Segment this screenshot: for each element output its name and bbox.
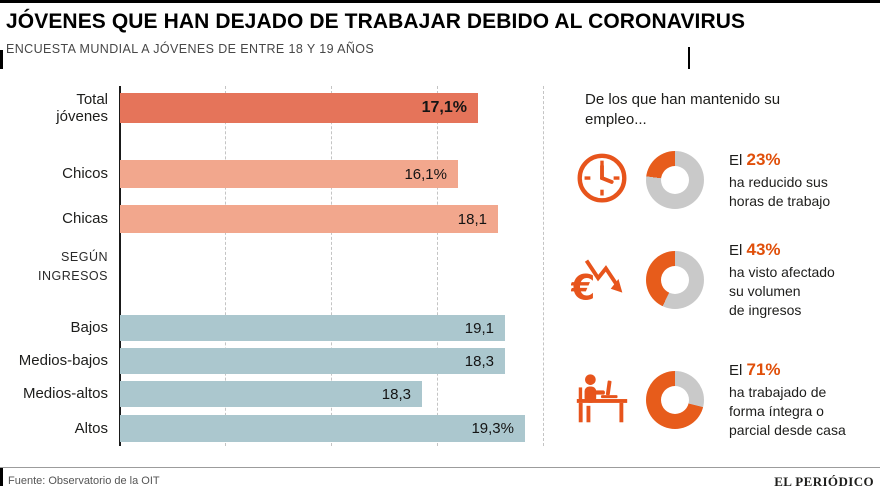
gridline: [543, 86, 544, 446]
gridline: [225, 86, 226, 446]
bar-bajos: 19,1: [120, 315, 505, 341]
bar-label: Total jóvenes: [56, 90, 108, 125]
gridline: [437, 86, 438, 446]
bar-value: 16,1%: [404, 165, 447, 183]
stat-item-home-work: El 71% ha trabajado de forma íntegra o p…: [565, 355, 880, 445]
bar-value: 18,1: [457, 210, 487, 228]
donut-chart-23: [646, 151, 704, 209]
header: JÓVENES QUE HAN DEJADO DE TRABAJAR DEBID…: [0, 10, 880, 84]
bar-chicas: 18,1: [120, 205, 498, 233]
stat-item-income: € El 43% ha visto afectado su volumen de…: [565, 235, 880, 325]
bar-value: 18,3: [464, 352, 494, 370]
stat-line: ha visto afectado: [729, 264, 835, 281]
bar-medios-altos: 18,3: [120, 381, 422, 407]
bar-chart: Total jóvenes 17,1% Chicos 16,1% Chicas …: [0, 78, 560, 458]
bar-row: Total jóvenes 17,1%: [0, 90, 560, 125]
side-panel-intro: De los que han mantenido su empleo...: [585, 91, 781, 128]
stat-line: de ingresos: [729, 301, 802, 318]
stat-prefix: El: [729, 151, 743, 169]
bar-row: Medios-altos 18,3: [0, 381, 560, 407]
y-axis-line: [119, 86, 121, 446]
stat-headline: El 71%: [729, 360, 880, 380]
stat-text: El 71% ha trabajado de forma íntegra o p…: [729, 360, 880, 440]
bar-row: Medios-bajos 18,3: [0, 348, 560, 374]
bar-row: Chicos 16,1%: [0, 160, 560, 188]
stat-headline: El 43%: [729, 240, 880, 260]
stat-headline: El 23%: [729, 150, 880, 170]
bar-medios-bajos: 18,3: [120, 348, 505, 374]
bar-value: 19,3%: [471, 420, 514, 437]
donut-chart-71: [646, 371, 704, 429]
bar-label: Medios-altos: [22, 385, 108, 403]
stat-line: ha reducido sus: [729, 173, 828, 190]
stat-text: El 43% ha visto afectado su volumen de i…: [729, 240, 880, 320]
bar-label: Altos: [74, 419, 108, 437]
bar-label: Chicas: [62, 210, 108, 228]
top-border: [0, 0, 880, 3]
stat-text: El 23% ha reducido sus horas de trabajo: [729, 150, 880, 211]
bar-row: Bajos 19,1: [0, 315, 560, 341]
bar-chicos: 16,1%: [120, 160, 458, 188]
source-credit: Fuente: Observatorio de la OIT: [8, 475, 160, 487]
footer: Fuente: Observatorio de la OIT EL PERIÓD…: [0, 467, 880, 495]
bar-row: Chicas 18,1: [0, 205, 560, 233]
stat-prefix: El: [729, 242, 743, 260]
section-label-ingresos: SEGÚN INGRESOS: [0, 248, 120, 287]
bar-row: Altos 19,3%: [0, 415, 560, 442]
stat-line: su volumen: [729, 283, 801, 300]
side-panel: De los que han mantenido su empleo... El…: [565, 78, 880, 458]
stat-prefix: El: [729, 362, 743, 380]
bar-value: 17,1%: [421, 99, 467, 116]
section-label-line: SEGÚN: [61, 250, 108, 264]
stat-percentage: 43%: [746, 240, 781, 260]
bar-total-jovenes: 17,1%: [120, 93, 478, 123]
stat-item-hours: El 23% ha reducido sus horas de trabajo: [565, 135, 880, 225]
stat-line: horas de trabajo: [729, 192, 831, 209]
section-label-line: INGRESOS: [38, 269, 108, 284]
subtitle: ENCUESTA MUNDIAL A JÓVENES DE ENTRE 18 Y…: [6, 42, 375, 56]
right-divider: [688, 47, 690, 69]
svg-text:€: €: [571, 268, 595, 308]
clock-icon: [565, 149, 633, 211]
bar-value: 18,3: [381, 385, 411, 403]
stat-line: parcial desde casa: [729, 421, 846, 438]
stat-line: ha trabajado de: [729, 384, 827, 401]
bar-altos: 19,3%: [120, 415, 525, 442]
person-laptop-icon: [565, 367, 633, 433]
publication-logo: EL PERIÓDICO: [774, 474, 874, 489]
stat-percentage: 23%: [746, 149, 781, 169]
stat-line: forma íntegra o: [729, 403, 824, 420]
bar-label: Bajos: [70, 319, 108, 337]
bar-label: Chicos: [62, 165, 108, 183]
gridline: [331, 86, 332, 446]
bar-value: 19,1: [464, 319, 494, 337]
donut-chart-43: [646, 251, 704, 309]
stat-percentage: 71%: [746, 360, 781, 380]
page-title: JÓVENES QUE HAN DEJADO DE TRABAJAR DEBID…: [6, 10, 746, 33]
footer-left-mark: [0, 468, 3, 486]
bar-label: Medios-bajos: [18, 352, 108, 370]
left-divider: [0, 50, 3, 69]
euro-decline-icon: €: [565, 249, 633, 311]
